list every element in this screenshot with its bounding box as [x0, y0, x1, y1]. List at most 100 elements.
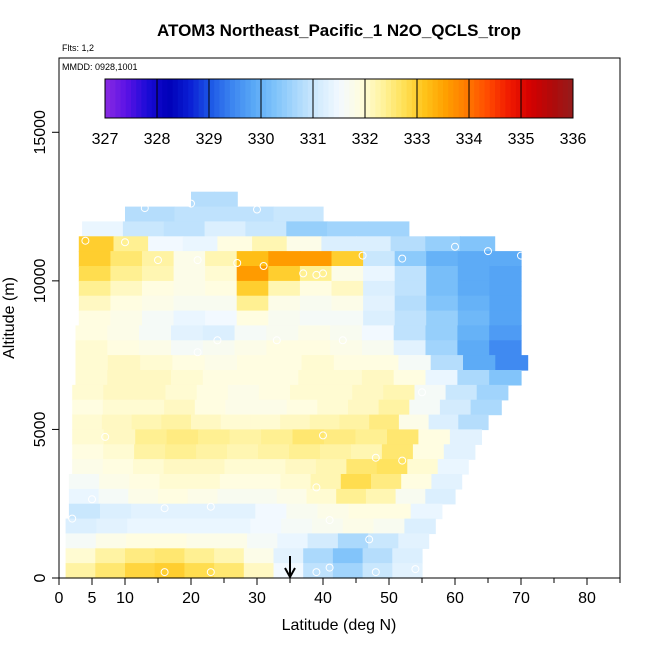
- heatmap-cell: [273, 548, 304, 564]
- flights-note: Flts: 1,2: [62, 43, 94, 53]
- heatmap-cell: [154, 563, 185, 579]
- heatmap-cell: [321, 384, 353, 401]
- colorbar-swatch: [344, 79, 350, 118]
- arrow-head: [284, 567, 296, 580]
- heatmap-cell: [122, 221, 165, 237]
- heatmap-cell: [426, 295, 459, 312]
- colorbar-swatch: [552, 79, 558, 118]
- heatmap-cell: [363, 280, 396, 297]
- colorbar-swatch: [427, 79, 433, 118]
- colorbar-swatch: [505, 79, 511, 118]
- colorbar-swatch: [167, 79, 173, 118]
- colorbar-swatch: [521, 79, 527, 118]
- heatmap-cell: [327, 221, 369, 237]
- x-tick-label: 60: [446, 590, 464, 607]
- heatmap-cell: [298, 325, 331, 341]
- heatmap-cell: [426, 280, 459, 297]
- heatmap-cell: [268, 280, 301, 297]
- heatmap-cell: [277, 533, 309, 549]
- colorbar-swatch: [406, 79, 413, 118]
- heatmap-cell: [437, 459, 469, 475]
- heatmap-cell: [398, 533, 430, 549]
- heatmap-cell: [273, 206, 324, 223]
- heatmap-cell: [379, 503, 412, 520]
- heatmap-cell: [234, 325, 267, 341]
- y-axis: 0 5000 10000 15000: [32, 110, 59, 582]
- heatmap-cell: [281, 518, 313, 535]
- sample-point: [358, 251, 367, 260]
- heatmap-cell: [363, 295, 396, 312]
- heatmap-cell: [250, 474, 281, 490]
- y-axis-label: Altitude (m): [1, 277, 18, 359]
- heatmap-cell: [430, 355, 464, 371]
- heatmap-cell: [225, 399, 257, 416]
- heatmap-cell: [342, 518, 375, 535]
- heatmap-cell: [489, 251, 522, 267]
- heatmap-cell: [425, 236, 461, 252]
- colorbar-swatch: [125, 79, 132, 118]
- heatmap-cell: [373, 518, 405, 535]
- heatmap-cell: [356, 236, 392, 252]
- heatmap-cell: [174, 206, 225, 223]
- dates-note: MMDD: 0928,1001: [62, 62, 138, 72]
- colorbar-swatch: [411, 79, 418, 118]
- sample-points: [68, 199, 525, 577]
- colorbar-tick-label: 327: [92, 131, 119, 148]
- heatmap-cell: [227, 444, 259, 460]
- heatmap-cell: [131, 503, 163, 520]
- sample-point: [312, 483, 321, 492]
- heatmap-cell: [243, 548, 275, 564]
- colorbar-swatch: [547, 79, 553, 118]
- latitude-marker: [284, 556, 296, 580]
- heatmap-cell: [214, 548, 245, 564]
- heatmap-cell: [159, 474, 191, 490]
- sample-point: [259, 262, 268, 270]
- sample-point: [398, 254, 407, 263]
- colorbar-swatch: [484, 79, 491, 118]
- heatmap-cell: [346, 459, 378, 475]
- heatmap-cell: [234, 340, 267, 356]
- colorbar-tick-label: 332: [352, 131, 379, 148]
- heatmap-cell: [393, 340, 427, 356]
- colorbar-swatch: [531, 79, 537, 118]
- heatmap-cell: [163, 459, 195, 475]
- colorbar-swatch: [313, 79, 319, 118]
- heatmap-cell: [68, 474, 100, 490]
- heatmap-cell: [194, 459, 226, 475]
- heatmap-cell: [355, 429, 388, 445]
- heatmap-cell: [250, 518, 282, 535]
- heatmap-cell: [171, 325, 204, 341]
- heatmap-cell: [330, 370, 363, 386]
- x-tick-label: 10: [116, 590, 134, 607]
- heatmap-cell: [324, 429, 357, 445]
- heatmap-cell: [332, 563, 364, 579]
- sample-point: [338, 336, 347, 345]
- heatmap-cell: [156, 533, 188, 549]
- sample-point: [193, 256, 202, 265]
- heatmap-cell: [298, 370, 331, 386]
- heatmap-cell: [309, 414, 341, 431]
- heatmap-cell: [255, 503, 287, 520]
- heatmap-cell: [317, 399, 349, 416]
- sample-point: [319, 431, 327, 440]
- colorbar-swatch: [235, 79, 241, 118]
- sample-point: [517, 251, 525, 260]
- sample-point: [319, 269, 327, 278]
- heatmap-cell: [292, 429, 325, 445]
- x-tick-label: 80: [578, 590, 596, 607]
- heatmap-cell: [299, 280, 333, 297]
- heatmap-cell: [193, 503, 225, 520]
- colorbar-swatch: [318, 79, 324, 118]
- heatmap-cell: [489, 295, 522, 312]
- heatmap-cell: [449, 429, 482, 445]
- heatmap-cell: [96, 518, 128, 535]
- heatmap-cell: [202, 325, 236, 341]
- heatmap-cell: [331, 295, 364, 312]
- heatmap-cell: [457, 310, 490, 327]
- colorbar-swatch: [323, 79, 329, 118]
- colorbar-swatch: [255, 79, 262, 118]
- heatmap-cell: [392, 563, 423, 579]
- colorbar-swatch: [463, 79, 470, 118]
- colorbar-swatch: [328, 79, 335, 118]
- colorbar-swatch: [443, 79, 449, 118]
